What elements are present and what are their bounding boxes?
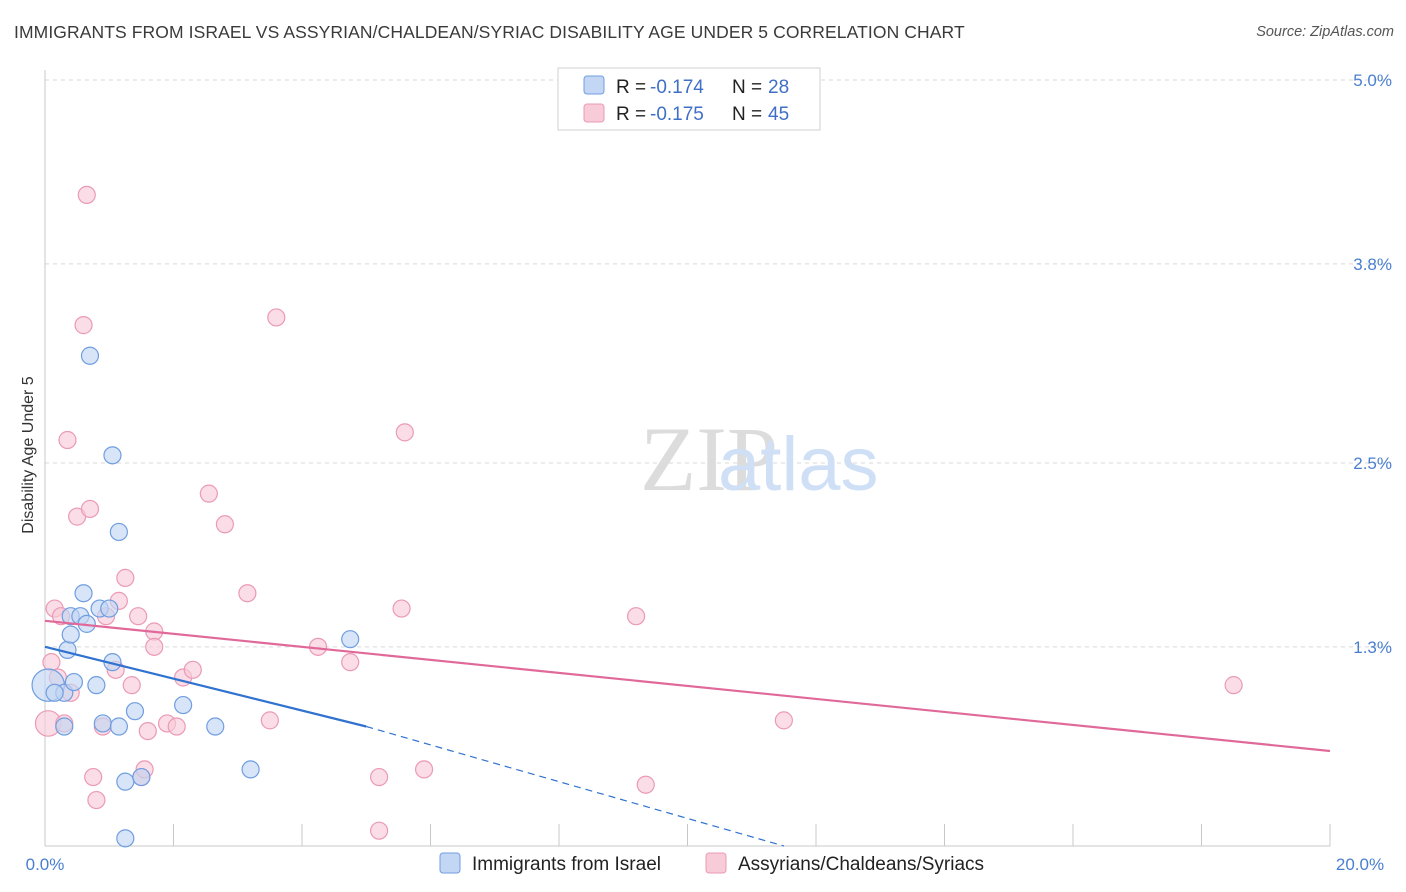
assyrian-point-43 <box>636 775 655 794</box>
assyrian-point-34 <box>267 308 286 327</box>
assyrian-point-1 <box>42 653 61 672</box>
assyrian-point-42 <box>626 607 646 626</box>
israel-point-10 <box>80 346 100 365</box>
bottom-legend: Immigrants from Israel Assyrians/Chaldea… <box>439 852 984 875</box>
assyrian-point-18 <box>116 568 135 588</box>
israel-point-4 <box>61 625 80 644</box>
trend-line-israel <box>44 645 367 728</box>
legend-r-value-2: -0.175 <box>650 104 704 125</box>
assyrian-point-33 <box>260 711 279 730</box>
assyrian-point-32 <box>238 584 257 603</box>
assyrian-point-19 <box>122 676 141 695</box>
assyrian-point-10 <box>77 185 96 204</box>
assyrian-point-25 <box>145 637 164 656</box>
y-tick-label-0: 5.0% <box>1353 71 1392 90</box>
israel-point-26 <box>341 630 360 649</box>
y-tick-labels: 5.0% 3.8% 2.5% 1.3% <box>1353 71 1392 657</box>
legend-r-label-2: R = <box>616 104 646 125</box>
x-tick-label-max: 20.0% <box>1336 855 1384 874</box>
y-axis-label: Disability Age Under 5 <box>20 376 37 534</box>
assyrian-point-38 <box>370 821 389 840</box>
israel-point-1 <box>55 717 74 736</box>
legend-swatch-pink <box>583 103 605 123</box>
legend-r-value-1: -0.174 <box>650 77 704 98</box>
assyrian-point-20 <box>129 607 148 626</box>
israel-point-13 <box>93 714 112 733</box>
israel-point-23 <box>174 695 193 715</box>
israel-point-19 <box>116 829 135 848</box>
israel-point-24 <box>206 717 225 736</box>
legend-n-label-1: N = <box>732 77 762 98</box>
assyrian-point-31 <box>215 515 234 534</box>
bottom-legend-swatch-assyrian <box>705 852 727 874</box>
legend-n-value-1: 28 <box>768 77 789 98</box>
assyrian-point-41 <box>414 760 434 779</box>
assyrian-point-30 <box>199 484 218 503</box>
grid-lines <box>45 79 1390 648</box>
assyrian-point-40 <box>395 423 414 442</box>
israel-point-20 <box>116 772 135 791</box>
israel-point-18 <box>109 717 128 736</box>
watermark-zip: ZIP <box>640 408 778 510</box>
series-assyrian-points <box>34 185 1243 840</box>
assyrian-point-44 <box>774 711 793 730</box>
trend-lines <box>44 619 1331 847</box>
legend-r-label-1: R = <box>616 77 646 98</box>
assyrian-point-36 <box>341 653 360 672</box>
israel-point-17 <box>109 522 128 542</box>
top-legend: R = -0.174 N = 28 R = -0.175 N = 45 <box>557 67 821 131</box>
bottom-legend-swatch-israel <box>439 852 461 874</box>
assyrian-point-12 <box>84 767 103 787</box>
chart-title: IMMIGRANTS FROM ISRAEL VS ASSYRIAN/CHALD… <box>14 22 965 42</box>
watermark-atlas: atlas <box>718 422 879 507</box>
bottom-legend-label-assyrian: Assyrians/Chaldeans/Syriacs <box>738 854 984 875</box>
legend-n-value-2: 45 <box>768 104 789 125</box>
israel-point-15 <box>100 599 119 618</box>
legend-swatch-blue <box>583 75 605 95</box>
bottom-legend-label-israel: Immigrants from Israel <box>472 854 661 875</box>
y-tick-label-2: 2.5% <box>1353 454 1392 473</box>
assyrian-point-39 <box>392 599 411 618</box>
israel-point-16 <box>103 446 122 465</box>
x-axis-ticks <box>44 824 1331 846</box>
y-tick-label-3: 1.3% <box>1353 638 1392 657</box>
assyrian-point-37 <box>370 767 389 787</box>
assyrian-point-11 <box>80 499 100 519</box>
x-tick-label-min: 0.0% <box>26 855 65 874</box>
assyrian-point-13 <box>87 790 106 810</box>
israel-point-6 <box>64 672 84 692</box>
israel-point-25 <box>241 760 260 779</box>
assyrian-point-29 <box>183 660 202 679</box>
legend-n-label-2: N = <box>732 104 762 125</box>
y-tick-label-1: 3.8% <box>1353 255 1392 274</box>
source-credit: Source: ZipAtlas.com <box>1256 24 1394 40</box>
israel-point-8 <box>74 584 93 603</box>
assyrian-point-27 <box>167 717 186 736</box>
series-israel-points <box>31 346 360 848</box>
israel-point-21 <box>125 702 145 721</box>
assyrian-point-45 <box>1224 676 1243 695</box>
israel-point-22 <box>132 767 151 787</box>
israel-point-11 <box>87 676 106 695</box>
israel-point-27 <box>45 683 64 702</box>
assyrian-point-23 <box>138 721 157 741</box>
assyrian-point-6 <box>58 430 77 450</box>
assyrian-point-9 <box>74 316 93 335</box>
trend-line-assyrian <box>44 619 1331 753</box>
trend-line-israel-extension <box>366 725 785 847</box>
